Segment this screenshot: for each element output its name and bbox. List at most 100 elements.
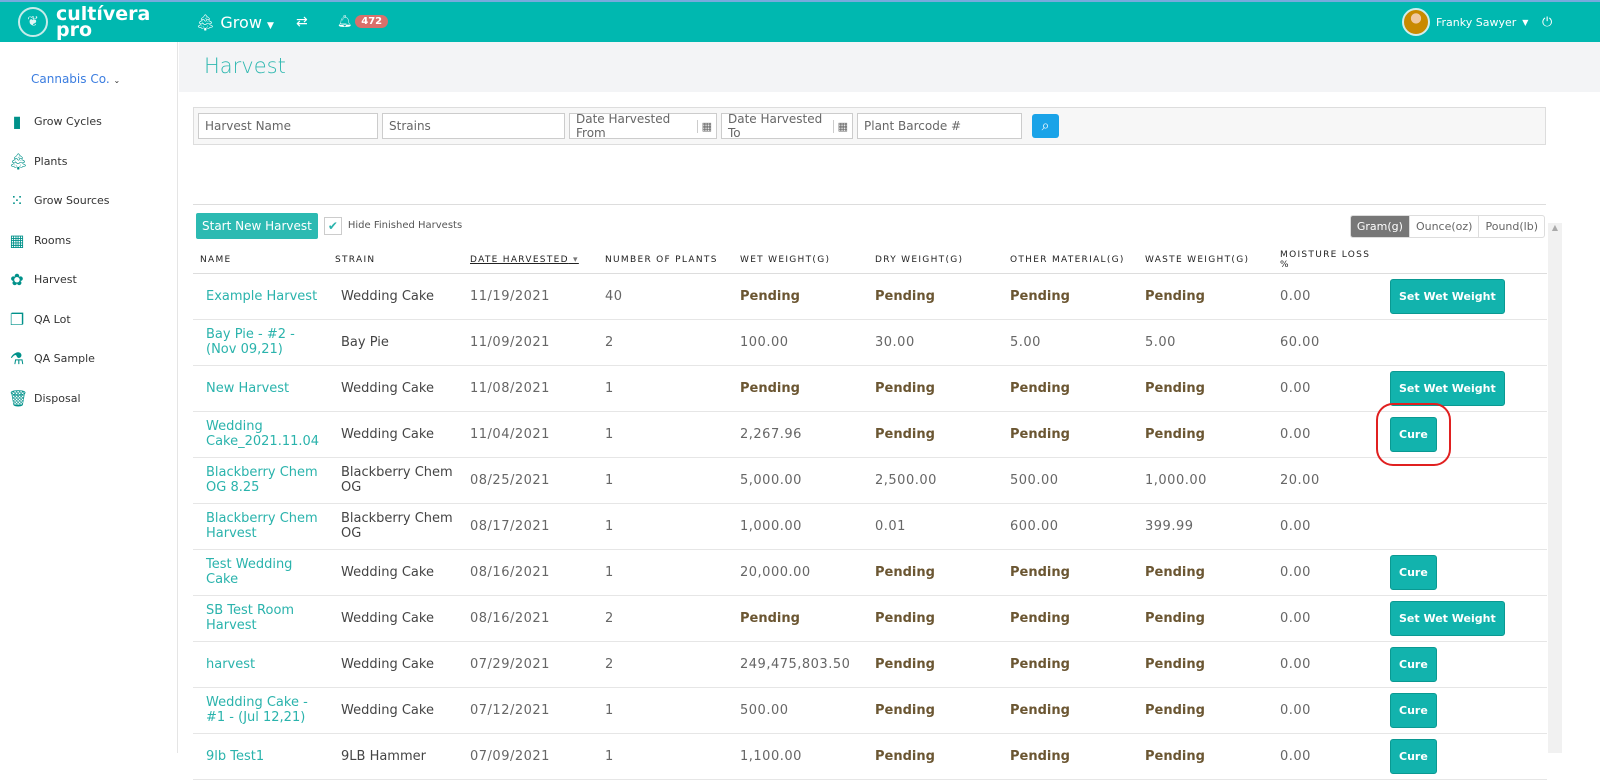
table-cell: Pending — [1138, 595, 1273, 642]
strain-cell: Wedding Cake — [328, 641, 463, 688]
actions-header — [1383, 247, 1547, 274]
cure-button[interactable]: Cure — [1390, 738, 1437, 774]
harvest-name-link[interactable]: Example Harvest — [193, 273, 328, 320]
cure-button[interactable]: Cure — [1376, 402, 1451, 466]
search-button[interactable]: ⌕ — [1032, 114, 1059, 138]
sidebar-item-disposal[interactable]: 🗑︎ Disposal — [8, 389, 81, 408]
table-cell: Pending — [868, 687, 1003, 734]
date-from-placeholder: Date Harvested From — [576, 112, 671, 140]
table-cell: Pending — [1003, 549, 1138, 596]
harvest-name-link[interactable]: Wedding Cake - #1 - (Jul 12,21) — [193, 687, 328, 734]
table-cell: 0.00 — [1273, 595, 1383, 642]
sidebar-item-label: Grow Cycles — [34, 115, 102, 128]
logo[interactable]: ❦ cultívera pro — [18, 5, 151, 40]
harvest-name-link[interactable]: Bay Pie - #2 - (Nov 09,21) — [193, 319, 328, 366]
table-cell: 1 — [598, 457, 733, 504]
table-cell: Pending — [1003, 733, 1138, 780]
date-from-input[interactable]: Date Harvested From ▦ — [569, 112, 717, 140]
strain-cell: Wedding Cake — [328, 411, 463, 458]
swap-icon[interactable]: ⇄ — [296, 14, 308, 30]
sidebar-item-label: Harvest — [34, 273, 77, 286]
harvest-name-link[interactable]: New Harvest — [193, 365, 328, 412]
table-cell: 1 — [598, 503, 733, 550]
column-header: WET WEIGHT(G) — [733, 247, 868, 274]
flower-icon: ✿ — [10, 270, 24, 289]
power-icon[interactable]: ⏻ — [1542, 15, 1553, 30]
unit-option[interactable]: Ounce(oz) — [1408, 216, 1479, 237]
set-wet-weight-button[interactable]: Set Wet Weight — [1390, 278, 1505, 314]
sidebar-item-grow-cycles[interactable]: ▮ Grow Cycles — [8, 112, 102, 131]
set-wet-weight-button[interactable]: Set Wet Weight — [1390, 600, 1505, 636]
sidebar-item-qa-lot[interactable]: ❐ QA Lot — [8, 310, 71, 329]
sidebar-item-harvest[interactable]: ✿ Harvest — [8, 270, 77, 289]
notification-badge: 472 — [355, 14, 389, 28]
unit-option[interactable]: Pound(lb) — [1478, 216, 1544, 237]
table-cell: 0.00 — [1273, 641, 1383, 688]
table-cell: 0.00 — [1273, 411, 1383, 458]
cure-button[interactable]: Cure — [1390, 692, 1437, 728]
harvest-name-link[interactable]: harvest — [193, 641, 328, 688]
table-cell: 2 — [598, 641, 733, 688]
set-wet-weight-button[interactable]: Set Wet Weight — [1390, 370, 1505, 406]
table-cell: 249,475,803.50 — [733, 641, 868, 688]
column-header-label: MOISTURE LOSS % — [1280, 249, 1371, 270]
start-new-harvest-button[interactable]: Start New Harvest — [196, 212, 318, 239]
calendar-icon[interactable]: ▦ — [696, 119, 712, 133]
date-to-input[interactable]: Date Harvested To ▦ — [721, 112, 853, 140]
harvest-table: NAME STRAIN DATE HARVESTED ▾ NUMBER OF PLAN… — [193, 247, 1547, 780]
table-cell: 60.00 — [1273, 319, 1383, 366]
table-cell: 100.00 — [733, 319, 868, 366]
table-cell: Pending — [733, 595, 868, 642]
user-name: Franky Sawyer — [1436, 15, 1517, 29]
strains-input[interactable]: Strains — [382, 113, 565, 139]
strain-cell: Wedding Cake — [328, 687, 463, 734]
column-header-label: NUMBER OF PLANTS — [605, 254, 718, 265]
module-dropdown[interactable]: 🌲︎ Grow ▼ — [195, 13, 274, 32]
strain-cell: Wedding Cake — [328, 549, 463, 596]
harvest-name-link[interactable]: 9lb Test1 — [193, 733, 328, 780]
cure-button[interactable]: Cure — [1390, 554, 1437, 590]
unit-option[interactable]: Gram(g) — [1350, 216, 1409, 237]
table-cell: 1 — [598, 687, 733, 734]
table-cell: Pending — [1138, 273, 1273, 320]
table-cell: Pending — [1138, 687, 1273, 734]
table-cell: 0.00 — [1273, 687, 1383, 734]
table-cell: Pending — [1138, 549, 1273, 596]
sidebar-item-label: Plants — [34, 154, 68, 168]
table-cell: Pending — [733, 365, 868, 412]
table-cell: Pending — [868, 733, 1003, 780]
hide-finished-checkbox[interactable]: ✔ — [323, 216, 342, 235]
column-header-label: DATE HARVESTED — [470, 254, 569, 265]
column-header[interactable]: DATE HARVESTED ▾ — [463, 247, 598, 274]
harvest-name-link[interactable]: Wedding Cake_2021.11.04 — [193, 411, 328, 458]
sidebar-item-plants[interactable]: 🌲︎ Plants — [8, 152, 67, 171]
sidebar-item-grow-sources[interactable]: ⁙ Grow Sources — [8, 191, 109, 210]
strain-cell: Bay Pie — [328, 319, 463, 366]
harvest-name-link[interactable]: Blackberry Chem OG 8.25 — [193, 457, 328, 504]
action-cell: Cure — [1383, 549, 1547, 596]
harvest-name-input[interactable]: Harvest Name — [198, 113, 378, 139]
harvest-name-link[interactable]: Blackberry Chem Harvest — [193, 503, 328, 550]
table-cell: 1,000.00 — [733, 503, 868, 550]
scrollbar[interactable]: ▲ — [1548, 223, 1562, 753]
table-cell: 0.00 — [1273, 549, 1383, 596]
table-cell: 500.00 — [733, 687, 868, 734]
notifications-button[interactable]: 🔔︎ 472 — [337, 14, 389, 28]
barcode-input[interactable]: Plant Barcode # — [857, 113, 1022, 139]
action-cell: Cure — [1383, 687, 1547, 734]
harvest-name-link[interactable]: Test Wedding Cake — [193, 549, 328, 596]
company-selector[interactable]: Cannabis Co. ⌄ — [31, 72, 120, 86]
page-title: Harvest — [204, 54, 286, 78]
harvest-name-link[interactable]: SB Test Room Harvest — [193, 595, 328, 642]
sidebar-item-qa-sample[interactable]: ⚗ QA Sample — [8, 349, 95, 368]
action-cell: Cure — [1383, 641, 1547, 688]
table-cell: 0.01 — [868, 503, 1003, 550]
table-cell: 1,100.00 — [733, 733, 868, 780]
table-cell: Pending — [1003, 687, 1138, 734]
sidebar-item-rooms[interactable]: ▦ Rooms — [8, 231, 71, 250]
caret-down-icon: ▼ — [267, 21, 274, 31]
cure-button[interactable]: Cure — [1390, 646, 1437, 682]
calendar-icon[interactable]: ▦ — [832, 119, 848, 133]
user-menu[interactable]: Franky Sawyer ▼ — [1402, 8, 1528, 36]
table-cell: 30.00 — [868, 319, 1003, 366]
